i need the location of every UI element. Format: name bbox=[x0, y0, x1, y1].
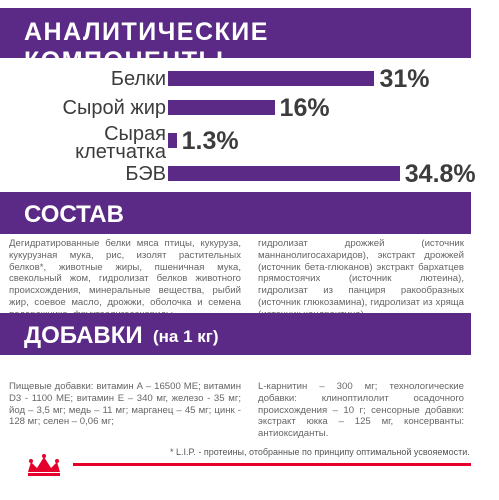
additives-unit: (на 1 кг) bbox=[153, 327, 219, 346]
pct-fiber: 1.3% bbox=[181, 127, 239, 155]
composition-header: СОСТАВ bbox=[0, 192, 471, 234]
bar-fiber bbox=[168, 133, 177, 148]
composition-title: СОСТАВ bbox=[24, 201, 124, 228]
pct-nfe: 34.8% bbox=[404, 160, 476, 188]
label-fat: Сырой жир bbox=[62, 97, 166, 119]
royal-canin-crown-icon bbox=[28, 454, 60, 476]
pct-fat: 16% bbox=[279, 94, 330, 122]
additives-title: ДОБАВКИ bbox=[24, 322, 143, 349]
bar-protein bbox=[168, 71, 375, 86]
analytics-header: АНАЛИТИЧЕСКИЕ КОМПОНЕНТЫ bbox=[0, 8, 471, 75]
brand-red-line bbox=[73, 463, 471, 466]
additives-text-right: L-карнитин – 300 мг; технологические доб… bbox=[258, 381, 464, 440]
label-fiber-line1: Сырая bbox=[104, 123, 166, 145]
label-fiber-line2: клетчатка bbox=[75, 141, 166, 163]
composition-text-right: гидролизат дрожжей (источник маннанолиго… bbox=[258, 238, 464, 320]
label-protein: Белки bbox=[110, 68, 166, 90]
bar-fat bbox=[168, 100, 275, 115]
composition-text-left: Дегидратированные белки мяса птицы, куку… bbox=[9, 238, 241, 320]
bar-nfe bbox=[168, 166, 400, 181]
label-nfe: БЭВ bbox=[125, 163, 166, 185]
analytics-title: АНАЛИТИЧЕСКИЕ КОМПОНЕНТЫ bbox=[24, 18, 269, 75]
footnote: * L.I.P. - протеины, отобранные по принц… bbox=[170, 447, 470, 457]
additives-text-left: Пищевые добавки: витамин А – 16500 МЕ; в… bbox=[9, 381, 241, 428]
pct-protein: 31% bbox=[379, 65, 430, 93]
additives-header: ДОБАВКИ (на 1 кг) bbox=[0, 313, 471, 355]
